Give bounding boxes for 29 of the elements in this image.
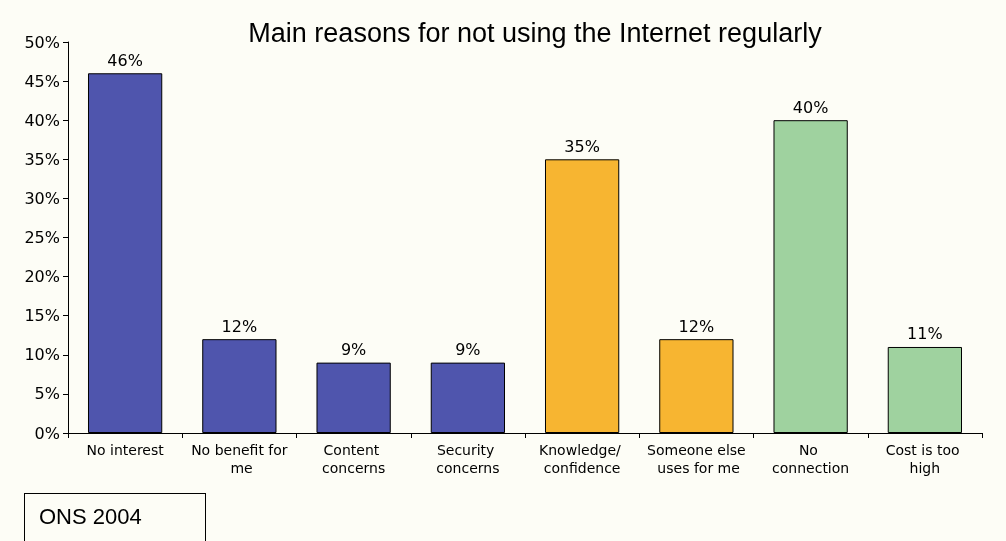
x-tick-label: No interest (86, 442, 165, 458)
data-label: 12% (221, 316, 258, 336)
x-tick-label: Cost is too high (885, 442, 965, 476)
y-tick-label: 40% (24, 110, 60, 130)
data-label: 12% (678, 316, 715, 336)
x-tick-label: Knowledge/ confidence (539, 442, 626, 476)
y-tick-label: 10% (24, 345, 60, 365)
x-tick-label: Content concerns (322, 442, 386, 476)
x-tick-label: No connection (772, 442, 850, 476)
y-tick-label: 35% (24, 149, 60, 169)
data-label: 35% (564, 136, 600, 156)
data-label: 40% (792, 97, 829, 117)
y-tick-label: 50% (24, 32, 60, 52)
y-tick-label: 45% (24, 71, 60, 91)
x-tick-label: Security concerns (436, 442, 500, 476)
y-tick-label: 25% (24, 228, 60, 247)
y-tick-label: 0% (34, 423, 60, 443)
data-label: 9% (455, 340, 481, 360)
y-tick-label: 15% (24, 306, 60, 326)
y-tick-label: 5% (34, 384, 60, 404)
y-tick-label: 20% (24, 267, 60, 287)
data-label: 9% (340, 340, 367, 360)
data-label: 46% (107, 50, 143, 70)
x-tick-label: Someone else uses for me (647, 442, 746, 476)
y-tick-label: 30% (24, 188, 60, 208)
chart-title: Main reasons for not using the Internet regularly (248, 17, 823, 48)
text: ONS 2004 (24, 493, 206, 541)
x-tick-label: No benefit for me (191, 442, 288, 476)
data-label: 11% (907, 324, 943, 344)
